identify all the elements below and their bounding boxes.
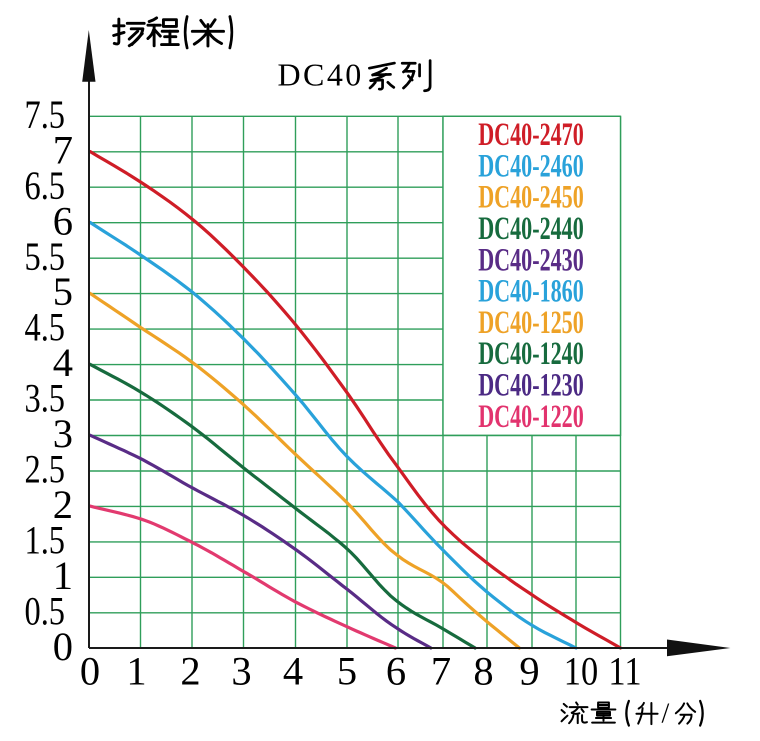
svg-text:DC40-1240: DC40-1240 <box>478 336 584 372</box>
svg-text:DC40: DC40 <box>278 57 364 93</box>
svg-text:6.5: 6.5 <box>25 162 65 207</box>
svg-text:DC40-2440: DC40-2440 <box>478 211 584 247</box>
svg-text:4: 4 <box>53 340 73 385</box>
svg-text:/: / <box>662 699 670 730</box>
svg-text:DC40-2430: DC40-2430 <box>478 242 584 278</box>
svg-text:4: 4 <box>283 649 303 694</box>
svg-text:0.5: 0.5 <box>25 588 65 633</box>
svg-text:DC40-1860: DC40-1860 <box>478 274 584 310</box>
svg-text:3.5: 3.5 <box>25 375 65 420</box>
svg-text:DC40-1220: DC40-1220 <box>478 399 584 435</box>
svg-text:7: 7 <box>53 127 73 172</box>
svg-text:5: 5 <box>53 269 73 314</box>
svg-text:11: 11 <box>608 650 641 694</box>
svg-text:10: 10 <box>564 650 598 694</box>
svg-text:2: 2 <box>180 649 200 694</box>
svg-text:3: 3 <box>53 411 73 456</box>
svg-text:3: 3 <box>231 649 251 694</box>
svg-text:5.5: 5.5 <box>25 233 65 278</box>
svg-text:5: 5 <box>337 649 357 694</box>
svg-text:DC40-1230: DC40-1230 <box>478 367 584 403</box>
svg-text:DC40-2470: DC40-2470 <box>478 117 584 153</box>
svg-text:0: 0 <box>53 624 73 669</box>
svg-text:DC40-1250: DC40-1250 <box>478 305 584 341</box>
svg-text:7.5: 7.5 <box>25 91 65 136</box>
svg-text:4.5: 4.5 <box>25 304 65 349</box>
svg-text:0: 0 <box>80 649 100 694</box>
svg-text:6: 6 <box>53 198 73 243</box>
svg-text:1.5: 1.5 <box>25 517 65 562</box>
svg-text:1: 1 <box>126 649 146 694</box>
svg-text:DC40-2460: DC40-2460 <box>478 148 584 184</box>
svg-text:2.5: 2.5 <box>25 446 65 491</box>
svg-text:1: 1 <box>53 553 73 598</box>
svg-text:9: 9 <box>519 649 539 694</box>
svg-text:DC40-2450: DC40-2450 <box>478 180 584 216</box>
svg-text:6: 6 <box>386 649 406 694</box>
svg-text:2: 2 <box>53 482 73 527</box>
svg-text:7: 7 <box>431 649 451 694</box>
svg-text:8: 8 <box>473 649 493 694</box>
